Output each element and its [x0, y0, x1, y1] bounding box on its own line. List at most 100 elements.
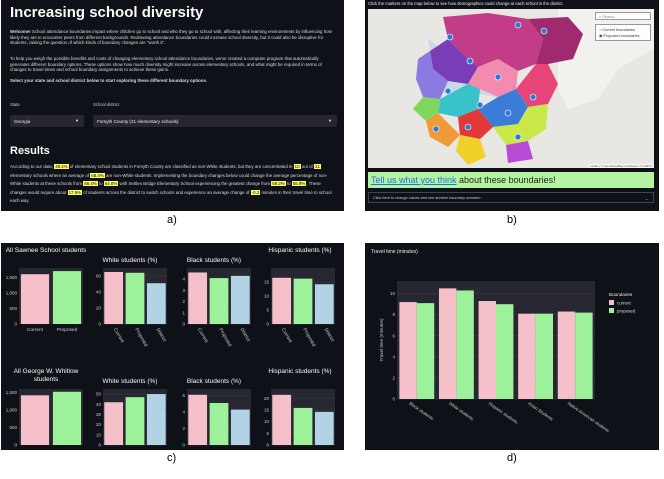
y-tick-label: 0	[182, 443, 185, 448]
highlight-value: 49.4%	[54, 164, 69, 169]
search-icon: ⌕	[599, 14, 603, 19]
page-title: Increasing school diversity	[10, 4, 204, 21]
highlight-value: 64.0%	[103, 181, 119, 187]
district-label: School district	[93, 102, 120, 107]
x-tick-label: Black students	[408, 401, 435, 422]
bar	[52, 271, 82, 324]
school-marker[interactable]	[464, 123, 472, 131]
bar	[104, 402, 124, 445]
school-marker[interactable]	[432, 125, 440, 133]
school-marker[interactable]	[504, 109, 512, 117]
chevron-down-icon: ▼	[328, 118, 332, 123]
bar	[52, 391, 82, 445]
school-marker[interactable]	[446, 33, 454, 41]
state-value: Georgia	[14, 118, 31, 124]
district-region[interactable]	[456, 135, 486, 165]
bar	[272, 277, 292, 324]
district-region[interactable]	[468, 59, 518, 97]
bar	[209, 278, 229, 324]
y-tick-label: 15	[264, 408, 270, 413]
chart-title: White students (%)	[102, 257, 158, 264]
boundary-map[interactable]: ⌕ Search... ○ Current boundaries ◉ Propo…	[368, 9, 654, 168]
highlight-value: 10	[293, 164, 301, 169]
chart-title: All George W. Whitlow students	[13, 368, 79, 383]
y-tick-label: 40	[96, 290, 102, 295]
y-tick-label: 20	[264, 396, 270, 401]
y-tick-label: 60	[96, 274, 102, 279]
expander-label: Click here to change values and see anot…	[373, 196, 481, 200]
y-tick-label: 8	[392, 312, 395, 317]
district-region[interactable]	[430, 39, 478, 84]
state-select[interactable]: Georgia ▼	[10, 115, 84, 127]
results-title: Results	[10, 145, 50, 157]
bar	[104, 272, 124, 324]
y-tick-label: 6	[392, 333, 395, 338]
school-marker[interactable]	[466, 57, 474, 65]
district-region[interactable]	[493, 104, 548, 145]
bar	[314, 284, 334, 324]
school-markers[interactable]	[432, 21, 548, 141]
caption-b: b)	[507, 214, 517, 226]
chart-title: White students (%)	[102, 378, 158, 385]
district-region[interactable]	[516, 64, 558, 107]
instruction-paragraph: Select your state and school district be…	[10, 78, 208, 83]
chevron-down-icon: ⌄	[644, 196, 648, 201]
y-tick-label: 0	[266, 322, 269, 327]
y-tick-label: 1,500	[6, 275, 18, 280]
caption-c: c)	[167, 452, 177, 464]
district-select[interactable]: Forsyth County (21 elementary schools) ▼	[93, 115, 337, 127]
district-region[interactable]	[438, 84, 480, 117]
results-text: minutes in their travel time to school e…	[10, 189, 332, 204]
bar	[496, 304, 514, 399]
y-tick-label: 500	[9, 425, 17, 430]
chevron-down-icon: ▼	[75, 118, 79, 123]
feedback-link[interactable]: Tell us what you think	[371, 175, 457, 185]
district-region[interactable]	[416, 51, 448, 99]
chart-title: Hispanic students (%)	[268, 247, 332, 254]
map-search-input[interactable]: ⌕ Search...	[595, 12, 651, 20]
search-placeholder: Search...	[602, 14, 618, 19]
district-region[interactable]	[458, 109, 493, 139]
caption-a: a)	[167, 214, 177, 226]
y-tick-label: 0	[266, 443, 269, 448]
highlight-value: 68.4%	[90, 172, 105, 178]
x-tick-label: Proposed	[301, 327, 317, 348]
legend-swatch	[609, 300, 614, 305]
bar	[20, 274, 50, 324]
bar	[188, 272, 208, 324]
school-marker[interactable]	[444, 87, 452, 95]
y-tick-label: 5	[266, 308, 269, 313]
legend-label: current	[617, 300, 631, 305]
bar	[456, 290, 474, 399]
y-axis-label: Travel time (minutes)	[379, 318, 384, 361]
chart-title: All Sawnee School students	[5, 247, 87, 254]
y-tick-label: 0	[392, 397, 395, 402]
y-tick-label: 30	[96, 412, 102, 417]
school-marker[interactable]	[494, 73, 502, 81]
boundary-layer-control[interactable]: ○ Current boundaries ◉ Proposed boundari…	[595, 24, 651, 41]
travel-time-chart: 0 2 4 6 8 10 Travel time (minutes) Black studen…	[379, 281, 636, 434]
school-marker[interactable]	[540, 27, 548, 35]
district-region[interactable]	[426, 113, 460, 147]
school-marker[interactable]	[514, 133, 522, 141]
district-region[interactable]	[478, 89, 528, 127]
district-region[interactable]	[506, 141, 533, 163]
y-tick-label: 15	[264, 280, 270, 285]
district-region[interactable]	[413, 97, 440, 121]
scenario-expander[interactable]: Click here to change values and see anot…	[368, 192, 654, 203]
school-marker[interactable]	[476, 101, 484, 109]
bar	[575, 312, 593, 399]
highlight-value: 68.4%	[83, 181, 98, 187]
school-marker[interactable]	[529, 93, 537, 101]
bar	[209, 403, 229, 445]
panel-a-app: Increasing school diversity Welcome! Sch…	[1, 0, 344, 211]
layer-option-proposed[interactable]: ◉ Proposed boundaries	[599, 34, 640, 38]
bar	[416, 303, 435, 399]
school-marker[interactable]	[514, 21, 522, 29]
bar	[146, 283, 166, 324]
layer-option-current[interactable]: ○ Current boundaries	[599, 28, 635, 32]
map-attribution: Leaflet | © OpenStreetMap contributors ©…	[589, 164, 653, 168]
highlight-value: 55.9%	[291, 181, 307, 187]
intro-bold: Welcome!	[10, 29, 31, 34]
x-tick-label: Native American students	[567, 401, 611, 434]
